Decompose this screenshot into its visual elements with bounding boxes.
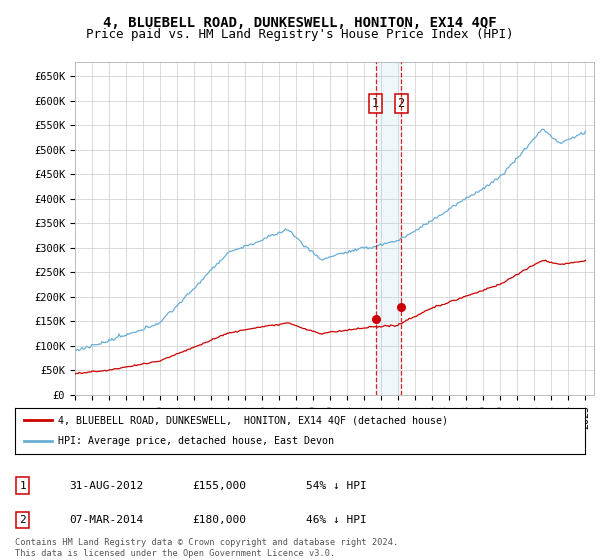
Text: 54% ↓ HPI: 54% ↓ HPI (306, 480, 367, 491)
Text: £180,000: £180,000 (192, 515, 246, 525)
Text: Price paid vs. HM Land Registry's House Price Index (HPI): Price paid vs. HM Land Registry's House … (86, 28, 514, 41)
Text: £155,000: £155,000 (192, 480, 246, 491)
Text: 4, BLUEBELL ROAD, DUNKESWELL, HONITON, EX14 4QF: 4, BLUEBELL ROAD, DUNKESWELL, HONITON, E… (103, 16, 497, 30)
Text: HPI: Average price, detached house, East Devon: HPI: Average price, detached house, East… (58, 436, 334, 446)
Bar (376, 62, 401, 395)
Text: 2: 2 (19, 515, 26, 525)
Text: 4, BLUEBELL ROAD, DUNKESWELL,  HONITON, EX14 4QF (detached house): 4, BLUEBELL ROAD, DUNKESWELL, HONITON, E… (58, 415, 448, 425)
Text: Contains HM Land Registry data © Crown copyright and database right 2024.
This d: Contains HM Land Registry data © Crown c… (15, 538, 398, 558)
Text: 2: 2 (398, 97, 405, 110)
Text: 07-MAR-2014: 07-MAR-2014 (69, 515, 143, 525)
Text: 46% ↓ HPI: 46% ↓ HPI (306, 515, 367, 525)
Text: 1: 1 (372, 97, 379, 110)
Text: 1: 1 (19, 480, 26, 491)
Text: 31-AUG-2012: 31-AUG-2012 (69, 480, 143, 491)
